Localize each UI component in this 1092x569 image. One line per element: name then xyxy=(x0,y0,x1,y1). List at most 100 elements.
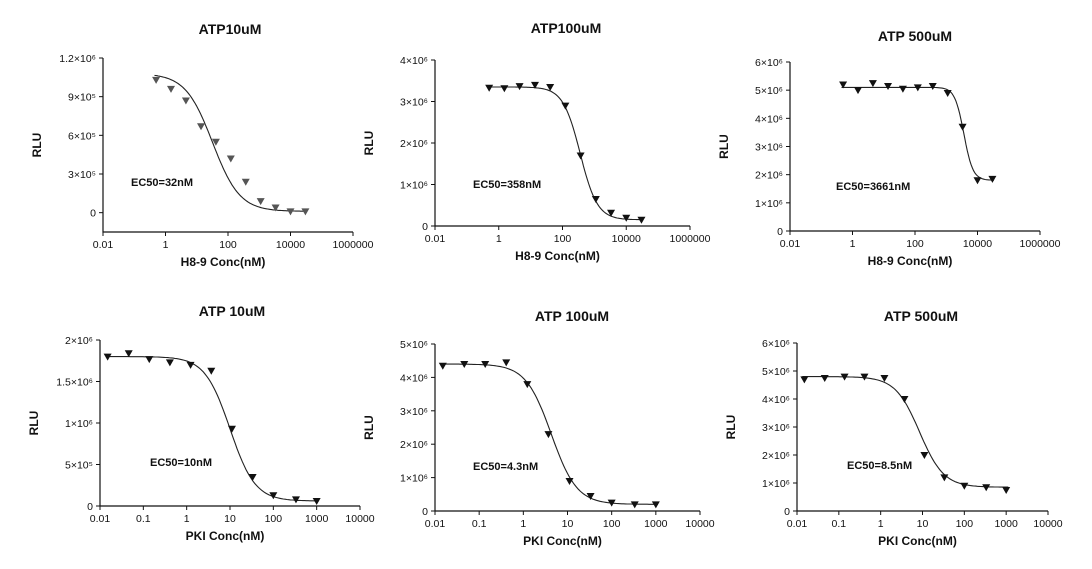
data-point xyxy=(820,375,829,382)
y-tick-label: 2×10⁶ xyxy=(400,439,428,451)
data-point xyxy=(286,208,295,216)
x-tick-label: 1000 xyxy=(305,513,329,525)
x-tick-label: 100 xyxy=(554,233,572,245)
y-tick-label: 6×10⁶ xyxy=(755,57,783,69)
data-point xyxy=(607,209,616,217)
data-point xyxy=(145,356,154,364)
x-tick-label: 100 xyxy=(956,518,974,530)
fit-curve xyxy=(841,86,995,181)
y-tick-label: 1×10⁶ xyxy=(65,418,93,430)
data-point xyxy=(248,473,257,481)
y-tick-label: 1×10⁶ xyxy=(762,478,790,490)
y-tick-label: 1×10⁶ xyxy=(400,473,428,485)
chart-panel-2: ATP100uM 0.01 1 100 10000 1000000 0 1×10⁶ 2×10⁶ 3… xyxy=(362,20,711,263)
data-point xyxy=(546,83,555,91)
data-point xyxy=(561,102,570,110)
data-point xyxy=(880,375,889,382)
y-tick-label: 3×10⁶ xyxy=(400,97,428,109)
data-point xyxy=(500,85,509,93)
ec50-annotation: EC50=3661nM xyxy=(836,181,910,193)
x-axis-label: H8-9 Conc(nM) xyxy=(515,249,600,263)
x-tick-label: 1 xyxy=(878,518,884,530)
data-point xyxy=(485,84,494,92)
y-tick-label: 3×10⁶ xyxy=(400,406,428,418)
x-tick-label: 1000 xyxy=(994,518,1018,530)
data-point xyxy=(312,498,321,506)
fit-curve xyxy=(105,356,319,502)
x-tick-label: 10000 xyxy=(1033,518,1062,530)
x-axis-label: PKI Conc(nM) xyxy=(523,534,602,548)
data-point xyxy=(651,501,660,509)
data-point xyxy=(523,381,532,389)
ec50-annotation: EC50=8.5nM xyxy=(847,460,912,472)
y-axis-label: RLU xyxy=(30,133,44,158)
chart-title: ATP10uM xyxy=(199,21,262,37)
data-point xyxy=(301,208,310,216)
y-tick-label: 4×10⁶ xyxy=(762,394,790,406)
x-tick-label: 0.01 xyxy=(93,239,114,251)
x-axis-label: PKI Conc(nM) xyxy=(878,534,957,548)
x-tick-label: 0.1 xyxy=(472,518,487,530)
data-point xyxy=(622,214,631,222)
chart-title: ATP 10uM xyxy=(199,303,265,319)
data-point xyxy=(167,85,176,93)
chart-title: ATP 100uM xyxy=(535,308,609,324)
chart-title: ATP 500uM xyxy=(878,28,952,44)
x-tick-label: 100 xyxy=(219,239,237,251)
x-tick-label: 1 xyxy=(520,518,526,530)
chart-panel-5: ATP 100uM 0.01 0.1 1 10 100 1000 10000 0 1×10⁶ 2×1… xyxy=(362,308,715,548)
data-point xyxy=(868,80,877,88)
data-point xyxy=(165,359,174,367)
data-point xyxy=(840,373,849,381)
data-point xyxy=(920,452,929,459)
data-point xyxy=(884,82,893,90)
x-tick-label: 10 xyxy=(562,518,574,530)
data-point xyxy=(586,492,595,500)
data-point xyxy=(256,198,265,206)
ec50-annotation: EC50=4.3nM xyxy=(473,461,538,473)
y-tick-label: 6×10⁶ xyxy=(762,338,790,350)
y-axis-label: RLU xyxy=(362,131,376,156)
fit-curve xyxy=(154,74,307,212)
data-point xyxy=(186,361,195,369)
x-axis-label: H8-9 Conc(nM) xyxy=(868,254,953,268)
data-point xyxy=(982,484,991,492)
data-point xyxy=(269,492,278,500)
y-tick-label: 9×10⁵ xyxy=(68,92,96,104)
data-point xyxy=(103,353,112,361)
x-tick-label: 1 xyxy=(163,239,169,251)
y-tick-label: 3×10⁵ xyxy=(68,169,96,181)
chart-panel-6: ATP 500uM 0.01 0.1 1 10 100 1000 10000 0 1×10⁶ 2×1… xyxy=(724,308,1063,548)
data-point xyxy=(544,431,553,439)
data-point xyxy=(438,362,447,370)
y-tick-label: 1.2×10⁶ xyxy=(59,53,96,65)
y-tick-label: 2×10⁶ xyxy=(762,450,790,462)
data-point xyxy=(913,84,922,92)
y-tick-label: 0 xyxy=(90,208,96,220)
axis-lines xyxy=(99,340,360,507)
x-tick-label: 10000 xyxy=(276,239,305,251)
y-tick-label: 4×10⁶ xyxy=(400,372,428,384)
data-point xyxy=(197,123,206,131)
data-point xyxy=(530,81,539,89)
data-point xyxy=(1002,487,1011,494)
data-point xyxy=(576,152,585,160)
x-tick-label: 100 xyxy=(906,238,924,250)
y-axis-label: RLU xyxy=(724,415,738,440)
fit-curve xyxy=(440,363,658,505)
data-point xyxy=(181,97,190,105)
fit-curve xyxy=(802,376,1009,488)
x-axis-label: H8-9 Conc(nM) xyxy=(181,255,266,269)
y-tick-label: 6×10⁵ xyxy=(68,130,96,142)
data-point xyxy=(943,89,952,97)
y-tick-label: 3×10⁶ xyxy=(755,142,783,154)
x-tick-label: 10 xyxy=(917,518,929,530)
x-tick-label: 0.01 xyxy=(425,518,446,530)
y-tick-label: 5×10⁵ xyxy=(65,460,93,472)
data-point xyxy=(226,155,235,163)
y-axis-label: RLU xyxy=(717,134,731,159)
chart-title: ATP 500uM xyxy=(884,308,958,324)
y-tick-label: 1×10⁶ xyxy=(400,180,428,192)
data-point xyxy=(124,350,133,358)
data-point xyxy=(460,361,469,369)
